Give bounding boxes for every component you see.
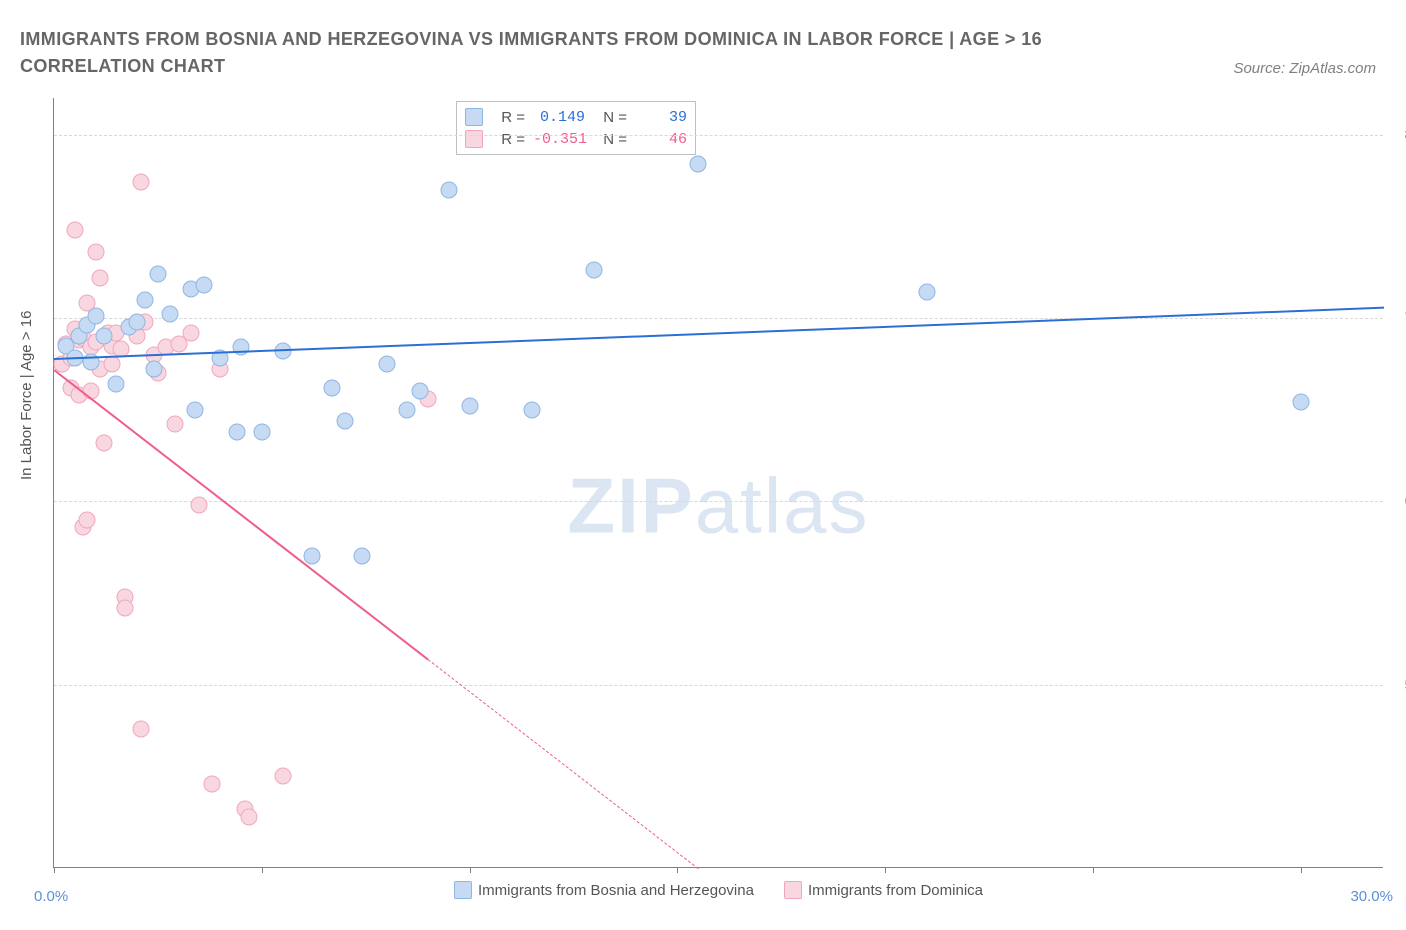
scatter-point-dominica [191, 497, 208, 514]
regression-line [428, 659, 699, 869]
scatter-point-bosnia [87, 308, 104, 325]
swatch-dominica [465, 130, 483, 148]
watermark: ZIPatlas [567, 460, 869, 551]
scatter-point-bosnia [586, 262, 603, 279]
source-attribution: Source: ZipAtlas.com [1233, 60, 1376, 77]
gridline-h [54, 685, 1383, 686]
y-tick-label: 60.0% [1393, 493, 1406, 510]
scatter-point-bosnia [440, 181, 457, 198]
scatter-point-bosnia [149, 266, 166, 283]
r-value-dominica: -0.351 [533, 131, 585, 148]
x-tick [470, 867, 471, 873]
scatter-point-bosnia [303, 548, 320, 565]
x-tick [677, 867, 678, 873]
scatter-point-dominica [87, 244, 104, 261]
scatter-point-dominica [95, 434, 112, 451]
scatter-point-dominica [133, 720, 150, 737]
gridline-h [54, 501, 1383, 502]
scatter-point-dominica [203, 775, 220, 792]
scatter-point-bosnia [378, 355, 395, 372]
scatter-point-dominica [133, 174, 150, 191]
legend-row-dominica: R = -0.351 N = 46 [465, 128, 687, 150]
scatter-point-dominica [183, 324, 200, 341]
chart-title: IMMIGRANTS FROM BOSNIA AND HERZEGOVINA V… [20, 26, 1100, 80]
r-label: R = [491, 109, 525, 126]
scatter-point-bosnia [399, 401, 416, 418]
scatter-point-dominica [79, 511, 96, 528]
scatter-point-bosnia [228, 423, 245, 440]
x-tick [54, 867, 55, 873]
y-tick-label: 50.0% [1393, 676, 1406, 693]
legend-row-bosnia: R = 0.149 N = 39 [465, 106, 687, 128]
legend-item-bosnia: Immigrants from Bosnia and Herzegovina [454, 881, 754, 899]
scatter-point-bosnia [233, 339, 250, 356]
legend-label-bosnia: Immigrants from Bosnia and Herzegovina [478, 882, 754, 899]
y-tick-label: 80.0% [1393, 126, 1406, 143]
legend-label-dominica: Immigrants from Dominica [808, 882, 983, 899]
legend-item-dominica: Immigrants from Dominica [784, 881, 983, 899]
scatter-point-bosnia [324, 379, 341, 396]
scatter-point-bosnia [95, 328, 112, 345]
scatter-point-dominica [66, 222, 83, 239]
scatter-point-bosnia [162, 306, 179, 323]
scatter-point-dominica [241, 808, 258, 825]
r-value-bosnia: 0.149 [533, 109, 585, 126]
scatter-point-bosnia [918, 284, 935, 301]
scatter-point-bosnia [336, 412, 353, 429]
x-tick [1093, 867, 1094, 873]
n-value-dominica: 46 [635, 131, 687, 148]
swatch-bosnia [465, 108, 483, 126]
scatter-point-dominica [274, 768, 291, 785]
scatter-point-bosnia [353, 548, 370, 565]
x-tick [262, 867, 263, 873]
x-last-tick-label: 30.0% [1350, 888, 1393, 905]
correlation-legend: R = 0.149 N = 39 R = -0.351 N = 46 [456, 101, 696, 155]
r-label: R = [491, 131, 525, 148]
scatter-point-bosnia [253, 423, 270, 440]
y-axis-title: In Labor Force | Age > 16 [18, 311, 35, 480]
series-legend: Immigrants from Bosnia and Herzegovina I… [54, 881, 1383, 899]
x-first-tick-label: 0.0% [34, 888, 68, 905]
scatter-point-dominica [166, 416, 183, 433]
n-label: N = [593, 131, 627, 148]
swatch-bosnia-icon [454, 881, 472, 899]
watermark-bold: ZIP [567, 461, 694, 549]
gridline-h [54, 135, 1383, 136]
n-value-bosnia: 39 [635, 109, 687, 126]
n-label: N = [593, 109, 627, 126]
scatter-point-bosnia [690, 156, 707, 173]
x-tick [1301, 867, 1302, 873]
scatter-point-bosnia [411, 383, 428, 400]
scatter-point-bosnia [137, 291, 154, 308]
x-tick [885, 867, 886, 873]
scatter-point-bosnia [523, 401, 540, 418]
scatter-point-bosnia [108, 376, 125, 393]
scatter-point-bosnia [129, 313, 146, 330]
scatter-point-dominica [116, 599, 133, 616]
regression-line [54, 307, 1384, 360]
scatter-point-bosnia [145, 361, 162, 378]
scatter-point-dominica [91, 269, 108, 286]
scatter-point-bosnia [187, 401, 204, 418]
scatter-point-bosnia [1292, 394, 1309, 411]
regression-line [53, 370, 428, 661]
gridline-h [54, 318, 1383, 319]
y-tick-label: 70.0% [1393, 310, 1406, 327]
scatter-point-bosnia [461, 398, 478, 415]
watermark-light: atlas [695, 461, 870, 549]
swatch-dominica-icon [784, 881, 802, 899]
plot-area: ZIPatlas R = 0.149 N = 39 R = -0.351 N =… [53, 98, 1383, 868]
scatter-point-bosnia [195, 277, 212, 294]
